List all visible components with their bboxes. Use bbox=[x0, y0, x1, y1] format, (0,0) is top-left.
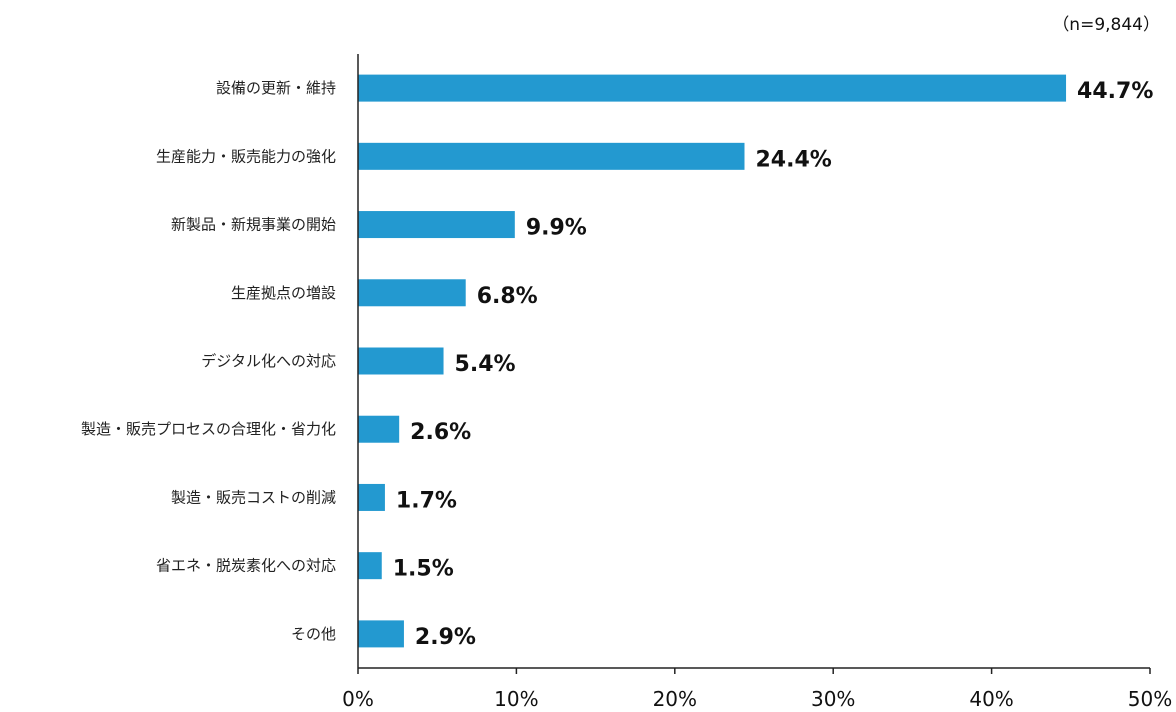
bar bbox=[358, 211, 515, 239]
x-tick-label: 10% bbox=[494, 687, 538, 711]
sample-size-note: （n=9,844） bbox=[1052, 15, 1160, 35]
bar bbox=[358, 142, 745, 170]
data-label: 1.7% bbox=[396, 488, 457, 513]
category-label: デジタル化への対応 bbox=[201, 352, 336, 370]
data-label: 9.9% bbox=[526, 216, 587, 241]
category-label: 製造・販売プロセスの合理化・省力化 bbox=[81, 420, 336, 438]
x-tick-label: 30% bbox=[811, 687, 855, 711]
data-label: 6.8% bbox=[477, 284, 538, 309]
data-label: 44.7% bbox=[1077, 79, 1153, 104]
data-label: 5.4% bbox=[455, 352, 516, 377]
x-tick-label: 20% bbox=[653, 687, 697, 711]
category-label: 製造・販売コストの削減 bbox=[171, 488, 336, 506]
category-label: 新製品・新規事業の開始 bbox=[171, 216, 336, 234]
bar bbox=[358, 552, 382, 580]
data-label: 1.5% bbox=[393, 557, 454, 582]
bar bbox=[358, 279, 466, 307]
category-label: 生産能力・販売能力の強化 bbox=[156, 147, 336, 165]
bar bbox=[358, 483, 385, 511]
x-tick-label: 0% bbox=[342, 687, 374, 711]
category-label: その他 bbox=[291, 625, 336, 643]
bar bbox=[358, 415, 400, 443]
category-label: 生産拠点の増設 bbox=[231, 284, 336, 302]
bar bbox=[358, 74, 1067, 102]
category-label: 省エネ・脱炭素化への対応 bbox=[156, 557, 336, 575]
data-label: 2.6% bbox=[410, 420, 471, 445]
data-label: 24.4% bbox=[755, 147, 831, 172]
bar bbox=[358, 347, 444, 375]
category-label: 設備の更新・維持 bbox=[216, 79, 336, 97]
x-tick-label: 50% bbox=[1128, 687, 1172, 711]
data-label: 2.9% bbox=[415, 625, 476, 650]
bar bbox=[358, 620, 404, 648]
x-tick-label: 40% bbox=[969, 687, 1013, 711]
